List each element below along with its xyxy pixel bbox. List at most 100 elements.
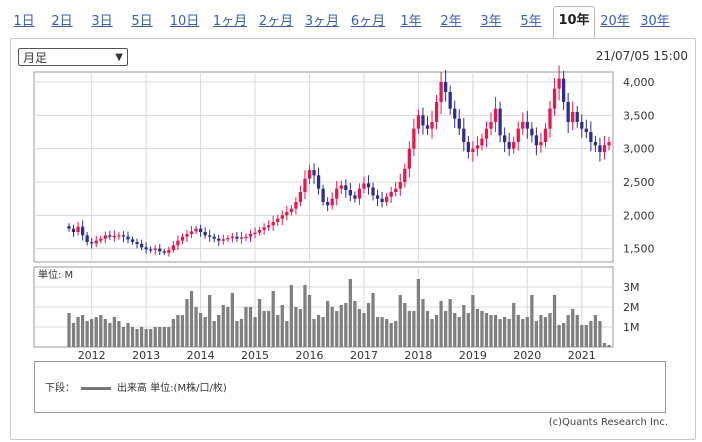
- volume-bar: [534, 321, 539, 347]
- volume-tick-label: 1M: [623, 321, 640, 334]
- x-tick-label: 2014: [187, 349, 215, 362]
- volume-bar: [521, 319, 525, 347]
- candle-body: [280, 215, 284, 219]
- candle-body: [530, 128, 534, 136]
- candle-body: [180, 236, 185, 241]
- chevron-down-icon: ▼: [115, 52, 123, 63]
- candle-body: [326, 202, 330, 206]
- candle-body: [607, 142, 611, 146]
- volume-bar: [135, 329, 139, 347]
- volume-bar: [480, 311, 484, 347]
- period-select[interactable]: 月足 ▼: [18, 48, 128, 66]
- candle-body: [121, 235, 126, 237]
- candle-body: [139, 244, 144, 248]
- volume-bar: [167, 327, 171, 347]
- candle-body: [76, 226, 80, 232]
- tab-13[interactable]: 10年: [553, 6, 595, 39]
- volume-bar: [475, 309, 480, 347]
- volume-bar: [493, 315, 498, 347]
- candle-body: [453, 108, 457, 119]
- tab-8[interactable]: 6ヶ月: [350, 14, 386, 29]
- candle-body: [412, 128, 416, 149]
- volume-bar: [607, 345, 611, 347]
- candle-body: [584, 128, 588, 132]
- tab-7[interactable]: 3ヶ月: [304, 14, 340, 29]
- tab-11[interactable]: 3年: [480, 14, 502, 29]
- candle-body: [71, 228, 76, 232]
- candle-body: [176, 240, 180, 246]
- volume-bar: [153, 327, 157, 347]
- candle-body: [362, 183, 366, 189]
- candle-body: [375, 195, 380, 199]
- tab-2[interactable]: 3日: [91, 14, 113, 29]
- volume-bar: [552, 295, 557, 347]
- tab-1[interactable]: 2日: [51, 14, 73, 29]
- volume-bar: [598, 321, 602, 347]
- tab-15[interactable]: 30年: [640, 14, 670, 29]
- candle-body: [598, 145, 602, 152]
- volume-bar: [217, 315, 221, 347]
- candle-body: [353, 195, 357, 199]
- tab-4[interactable]: 10日: [169, 14, 200, 29]
- volume-bar: [171, 319, 176, 347]
- candle-body: [434, 102, 439, 122]
- price-tick-label: 2,000: [623, 209, 655, 222]
- x-tick-label: 2019: [459, 349, 487, 362]
- volume-bar: [248, 307, 253, 347]
- candle-body: [539, 142, 543, 146]
- volume-tick-label: 3M: [623, 281, 640, 294]
- tab-6[interactable]: 2ヶ月: [258, 14, 294, 29]
- candle-body: [502, 135, 507, 142]
- x-tick-label: 2012: [78, 349, 106, 362]
- candle-body: [67, 226, 71, 229]
- tab-5[interactable]: 1ヶ月: [212, 14, 248, 29]
- tab-3[interactable]: 5日: [131, 14, 153, 29]
- tab-14[interactable]: 20年: [600, 14, 630, 29]
- legend-volume-swatch: [81, 386, 111, 390]
- candle-body: [189, 231, 194, 234]
- candle-body: [303, 178, 307, 192]
- candle-body: [203, 232, 207, 236]
- volume-tick-label: 2M: [623, 301, 640, 314]
- timestamp: 21/07/05 15:00: [595, 49, 688, 63]
- candle-body: [185, 234, 189, 237]
- candle-body: [158, 248, 162, 252]
- candle-body: [566, 102, 570, 122]
- volume-bar: [507, 319, 511, 347]
- legend: 下段： 出来高 単位:(M株/口/枚): [45, 379, 227, 394]
- volume-bar: [444, 311, 448, 347]
- tab-10[interactable]: 2年: [440, 14, 462, 29]
- candle-body: [525, 122, 529, 129]
- candle-body: [321, 188, 325, 202]
- volume-bar: [339, 305, 343, 347]
- candle-body: [307, 170, 312, 179]
- volume-bar: [117, 321, 121, 347]
- candle-body: [357, 188, 362, 199]
- volume-bar: [357, 309, 362, 347]
- volume-bar: [543, 317, 548, 347]
- candle-body: [208, 235, 212, 237]
- volume-bar: [530, 295, 534, 347]
- candle-body: [90, 242, 94, 244]
- tab-0[interactable]: 1日: [13, 14, 35, 29]
- volume-bar: [162, 327, 166, 347]
- candle-body: [403, 168, 407, 182]
- volume-bar: [312, 319, 316, 347]
- candle-body: [103, 235, 107, 239]
- volume-bar: [71, 323, 76, 347]
- price-tick-label: 4,000: [623, 76, 655, 89]
- candle-body: [312, 170, 316, 176]
- candle-body: [521, 122, 525, 129]
- volume-bar: [257, 299, 262, 347]
- tab-9[interactable]: 1年: [400, 14, 422, 29]
- volume-bar: [198, 313, 203, 347]
- volume-bar: [158, 327, 162, 347]
- tab-12[interactable]: 5年: [520, 14, 542, 29]
- price-tick-label: 1,500: [623, 243, 655, 256]
- price-tick-label: 3,500: [623, 109, 655, 122]
- volume-bar: [103, 319, 107, 347]
- candle-body: [253, 232, 257, 234]
- candle-body: [444, 82, 448, 92]
- volume-bar: [280, 305, 284, 347]
